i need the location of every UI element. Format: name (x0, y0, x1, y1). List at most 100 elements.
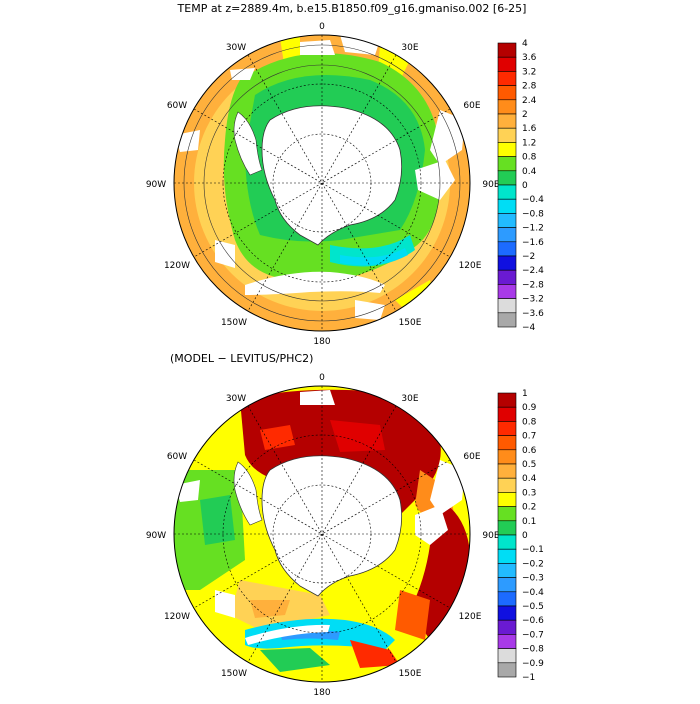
diff-colorbar-label: −0.3 (522, 574, 544, 584)
diff-lon-90w: 90W (146, 531, 166, 541)
diff-lon-120e: 120E (459, 612, 482, 622)
diff-colorbar-swatch (497, 463, 517, 479)
temp-title: TEMP at z=2889.4m, b.e15.B1850.f09_g16.g… (177, 2, 527, 15)
temp-colorbar-label: −4 (522, 323, 536, 333)
diff-colorbar-label: 0.1 (522, 517, 536, 527)
diff-colorbar-label: −0.6 (522, 616, 544, 626)
temp-colorbar-swatch (497, 71, 517, 86)
diff-colorbar-swatch (497, 662, 517, 678)
diff-colorbar-swatch (497, 392, 517, 408)
diff-colorbar-swatch (497, 449, 517, 465)
diff-colorbar-label: −1 (522, 673, 535, 683)
temp-colorbar-swatch (497, 142, 517, 157)
diff-lon-labels: 0 30E 60E 90E 120E 150E 180 150W 120W 90… (146, 373, 500, 698)
diff-colorbar-swatch (497, 563, 517, 578)
temp-lon-60w: 60W (167, 101, 187, 111)
diff-panel: (MODEL − LEVITUS/PHC2) (146, 352, 544, 698)
diff-colorbar-label: 0.9 (522, 403, 537, 413)
temp-colorbar-label: 1.2 (522, 138, 536, 148)
temp-colorbar-swatch (497, 113, 517, 129)
diff-colorbar-label: −0.8 (522, 645, 544, 655)
temp-colorbar-swatch (497, 227, 517, 243)
temp-colorbar-label: −3.6 (522, 309, 544, 319)
diff-colorbar-label: 0.3 (522, 488, 536, 498)
temp-colorbar-swatch (497, 56, 517, 72)
temp-lon-180: 180 (313, 337, 330, 347)
temp-colorbar-label: 3.2 (522, 67, 536, 77)
temp-colorbar-swatch (497, 255, 517, 271)
temp-colorbar-label: 4 (522, 39, 528, 49)
diff-colorbar-swatch (497, 477, 517, 493)
diff-colorbar-swatch (497, 520, 517, 536)
diff-colorbar-label: −0.2 (522, 559, 544, 569)
temp-colorbar-label: −2 (522, 252, 535, 262)
temp-colorbar-label: 0.8 (522, 153, 537, 163)
temp-colorbar-label: −0.4 (522, 195, 544, 205)
temp-panel: TEMP at z=2889.4m, b.e15.B1850.f09_g16.g… (146, 2, 544, 347)
temp-colorbar-label: 2.4 (522, 96, 537, 106)
temp-colorbar-swatch (497, 99, 517, 115)
temp-map (174, 35, 470, 331)
temp-lon-90w: 90W (146, 180, 166, 190)
diff-colorbar-label: −0.9 (522, 659, 544, 669)
temp-colorbar-swatch (497, 85, 517, 101)
temp-colorbar-swatch (497, 284, 517, 299)
diff-colorbar-label: −0.1 (522, 545, 544, 555)
diff-colorbar-swatch (497, 548, 517, 564)
diff-colorbar-label: 0.5 (522, 460, 536, 470)
diff-colorbar-swatch (497, 421, 517, 436)
temp-colorbar-label: −2.4 (522, 266, 544, 276)
temp-colorbar-swatch (497, 42, 517, 58)
temp-lon-150e: 150E (399, 318, 422, 328)
diff-map-border (173, 385, 471, 683)
temp-colorbar-label: 2 (522, 110, 528, 120)
temp-lon-120w: 120W (164, 261, 190, 271)
temp-lon-60e: 60E (463, 101, 480, 111)
temp-colorbar-swatch (497, 156, 517, 172)
diff-colorbar-swatch (497, 406, 517, 422)
temp-colorbar-label: −1.6 (522, 238, 544, 248)
diff-lon-0: 0 (319, 373, 325, 383)
temp-colorbar-label: 0.4 (522, 167, 537, 177)
diff-colorbar-label: 0.2 (522, 503, 536, 513)
temp-map-border (173, 34, 471, 332)
temp-colorbar-label: 2.8 (522, 82, 537, 92)
temp-lon-90e: 90E (482, 180, 499, 190)
diff-colorbar-label: −0.7 (522, 630, 544, 640)
temp-colorbar-label: −1.2 (522, 224, 544, 234)
temp-colorbar-swatch (497, 170, 517, 186)
diff-map (174, 386, 470, 682)
diff-lon-30e: 30E (401, 394, 418, 404)
temp-colorbar-label: −3.2 (522, 295, 544, 305)
diff-colorbar-label: 0.6 (522, 446, 537, 456)
diff-title: (MODEL − LEVITUS/PHC2) (170, 352, 313, 365)
temp-lon-150w: 150W (221, 318, 247, 328)
diff-colorbar-swatch (497, 648, 517, 664)
diff-colorbar-swatch (497, 506, 517, 522)
diff-lon-120w: 120W (164, 612, 190, 622)
temp-colorbar-swatch (497, 298, 517, 314)
temp-colorbar-swatch (497, 184, 517, 200)
diff-colorbar-swatch (497, 634, 517, 649)
temp-colorbar-swatch (497, 312, 517, 328)
diff-colorbar-swatch (497, 534, 517, 550)
temp-colorbar-swatch (497, 213, 517, 228)
diff-colorbar-swatch (497, 605, 517, 621)
temp-colorbar-label: −0.8 (522, 209, 544, 219)
temp-lon-0: 0 (319, 22, 325, 32)
temp-colorbar-label: 0 (522, 181, 528, 191)
temp-colorbar-swatch (497, 198, 517, 214)
diff-lon-60w: 60W (167, 452, 187, 462)
diff-lon-90e: 90E (482, 531, 499, 541)
diff-lon-30w: 30W (226, 394, 246, 404)
diff-colorbar-label: −0.5 (522, 602, 544, 612)
temp-colorbar-label: 3.6 (522, 53, 537, 63)
diff-colorbar-swatch (497, 435, 517, 451)
diff-colorbar-label: 0.4 (522, 474, 537, 484)
temp-colorbar-swatch (497, 269, 517, 285)
diff-colorbar-swatch (497, 577, 517, 593)
temp-lon-120e: 120E (459, 261, 482, 271)
diff-lon-180: 180 (313, 688, 330, 698)
temp-colorbar-swatch (497, 127, 517, 143)
